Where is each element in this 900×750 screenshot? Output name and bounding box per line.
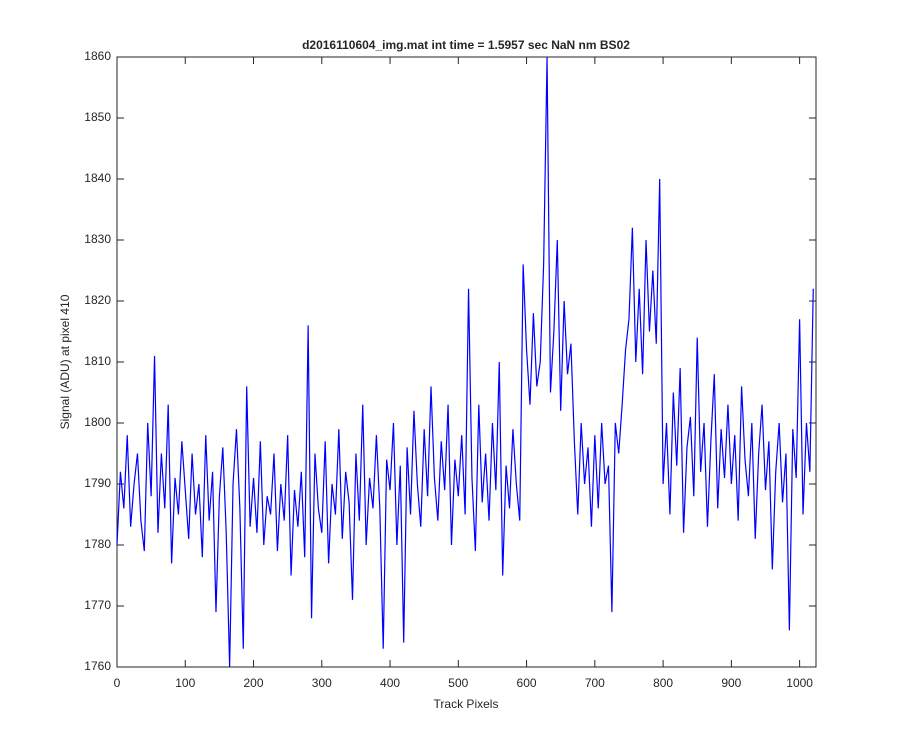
x-tick-label: 1000: [786, 676, 813, 690]
y-tick-label: 1860: [84, 49, 111, 63]
x-tick-label: 900: [721, 676, 741, 690]
chart-title: d2016110604_img.mat int time = 1.5957 se…: [302, 38, 630, 52]
x-tick-label: 200: [244, 676, 264, 690]
y-tick-label: 1760: [84, 659, 111, 673]
x-tick-label: 700: [585, 676, 605, 690]
x-tick-label: 100: [175, 676, 195, 690]
x-tick-label: 300: [312, 676, 332, 690]
data-line: [116, 56, 814, 668]
y-tick-label: 1800: [84, 415, 111, 429]
plot-box: [116, 56, 817, 668]
y-tick-label: 1820: [84, 293, 111, 307]
x-tick-label: 800: [653, 676, 673, 690]
y-tick-label: 1830: [84, 232, 111, 246]
x-axis-label: Track Pixels: [434, 697, 499, 711]
y-tick-label: 1780: [84, 537, 111, 551]
y-axis-label: Signal (ADU) at pixel 410: [58, 294, 72, 429]
x-tick-label: 400: [380, 676, 400, 690]
x-tick-label: 600: [517, 676, 537, 690]
x-tick-label: 500: [448, 676, 468, 690]
y-tick-label: 1770: [84, 598, 111, 612]
y-tick-label: 1790: [84, 476, 111, 490]
y-tick-label: 1810: [84, 354, 111, 368]
x-tick-label: 0: [114, 676, 121, 690]
y-tick-label: 1850: [84, 110, 111, 124]
y-tick-label: 1840: [84, 171, 111, 185]
